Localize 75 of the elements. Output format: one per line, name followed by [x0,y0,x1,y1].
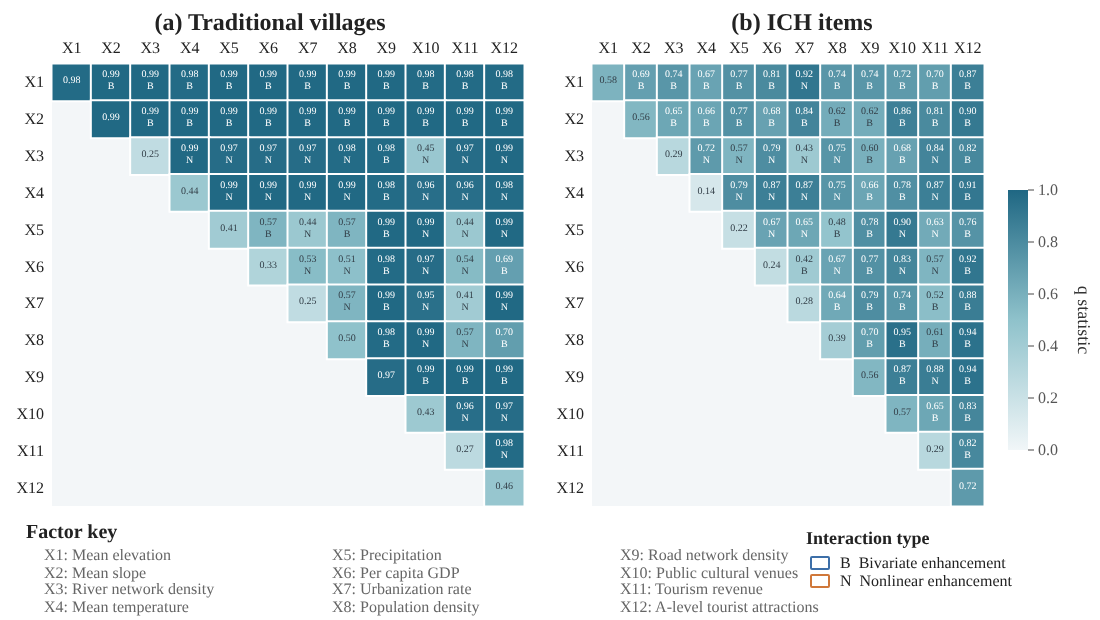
chart-title: (b) ICH items [731,8,874,36]
x-tick-label: X2 [101,39,121,57]
x-tick-label: X12 [490,39,519,57]
y-tick-label: X12 [556,478,584,497]
color-bar-label: 0.6 [1038,285,1058,303]
color-bar-label: 0.8 [1038,233,1058,251]
y-tick-label: X2 [24,110,44,129]
text: X9: Road network density [620,546,791,566]
text: X6: Per capita GDP [332,563,462,583]
text: X11: Tourism revenue [620,580,765,600]
text: N [840,572,852,590]
x-tick-label: X6 [761,39,782,57]
legend-title: Interaction type [806,528,930,548]
x-tick-label: X6 [258,39,279,57]
x-tick-label: X1 [61,39,82,57]
y-tick-label: X9 [564,368,584,387]
text: X2: Mean slope [44,563,149,583]
text: B [840,554,851,572]
y-tick-label: X1 [24,73,44,92]
x-tick-label: X4 [696,39,717,57]
x-tick-label: X1 [598,39,619,57]
text: X10: Public cultural venues [620,563,801,583]
text: X1: Mean elevation [44,546,174,566]
text: X8: Population density [332,597,480,617]
x-tick-label: X3 [663,39,684,57]
text: Factor key [26,522,118,544]
y-tick-label: X8 [564,331,584,350]
y-tick-label: X11 [17,441,44,460]
y-tick-label: X4 [564,183,584,202]
y-tick-label: X9 [24,368,44,387]
x-tick-label: X9 [376,39,397,57]
y-tick-label: X4 [24,183,44,202]
text: Bivariate enhancement [858,554,1006,572]
x-tick-label: X7 [297,39,318,57]
x-tick-label: X10 [888,39,917,57]
text: X7: Urbanization rate [332,580,474,600]
y-tick-label: X2 [564,110,584,129]
text: X5: Precipitation [332,546,444,566]
y-tick-label: X5 [24,220,44,239]
x-tick-label: X11 [451,39,479,57]
color-bar-label: 0.0 [1038,441,1058,459]
x-tick-label: X8 [827,39,847,57]
color-bar-label: 0.4 [1038,337,1058,355]
y-tick-label: X7 [24,294,44,313]
text: X4: Mean temperature [44,597,189,617]
y-tick-label: X7 [564,294,584,313]
x-tick-label: X5 [729,39,749,57]
x-tick-label: X8 [337,39,357,57]
x-tick-label: X11 [921,39,949,57]
x-tick-label: X10 [411,39,440,57]
y-tick-label: X5 [564,220,584,239]
y-tick-label: X3 [24,147,44,166]
x-tick-label: X9 [859,39,880,57]
x-tick-label: X2 [631,39,651,57]
x-tick-label: X12 [953,39,982,57]
color-bar-title: q statistic [1074,285,1094,355]
color-bar-label: 1.0 [1038,181,1058,199]
chart-title: (a) Traditional villages [154,8,387,36]
text: X3: River network density [44,580,215,600]
y-tick-label: X12 [16,478,44,497]
y-tick-label: X1 [564,73,584,92]
y-tick-label: X3 [564,147,584,166]
x-tick-label: X4 [179,39,200,57]
y-tick-label: X6 [564,257,584,276]
x-tick-label: X3 [140,39,161,57]
y-tick-label: X10 [556,404,584,423]
text: Nonlinear enhancement [859,572,1012,590]
y-tick-label: X11 [557,441,584,460]
y-tick-label: X6 [24,257,44,276]
text: X12: A-level tourist attractions [620,597,819,617]
color-bar-label: 0.2 [1038,389,1058,407]
x-tick-label: X5 [219,39,239,57]
x-tick-label: X7 [794,39,815,57]
y-tick-label: X10 [16,404,44,423]
y-tick-label: X8 [24,331,44,350]
